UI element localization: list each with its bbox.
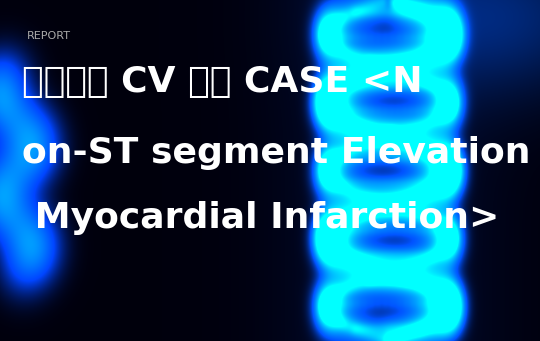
Text: Myocardial Infarction>: Myocardial Infarction>	[22, 201, 499, 235]
Text: 심장내과 CV 실습 CASE <N: 심장내과 CV 실습 CASE <N	[22, 65, 422, 99]
Text: on-ST segment Elevation: on-ST segment Elevation	[22, 136, 530, 170]
Text: REPORT: REPORT	[27, 31, 71, 41]
